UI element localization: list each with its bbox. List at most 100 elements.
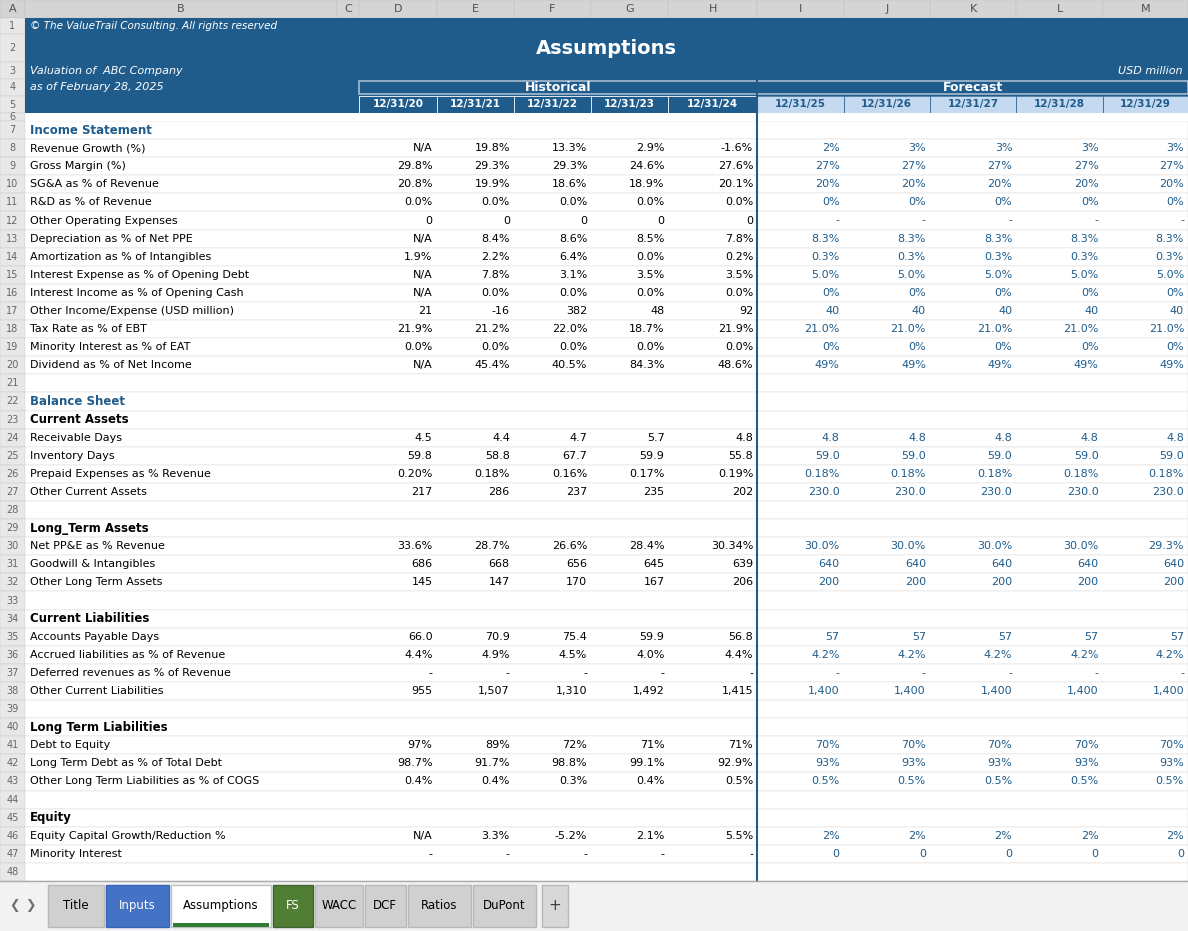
Text: 0.0%: 0.0% (404, 343, 432, 352)
Text: 24.6%: 24.6% (628, 161, 664, 171)
Text: ❯: ❯ (25, 899, 36, 912)
Text: 21.0%: 21.0% (804, 324, 840, 334)
Bar (0, 194, 25, 211)
Bar (25, 591, 1188, 610)
Text: 3.5%: 3.5% (637, 270, 664, 280)
Text: 30.34%: 30.34% (710, 541, 753, 551)
Bar (514, 0, 592, 18)
Text: 27%: 27% (1159, 161, 1184, 171)
Text: 0%: 0% (1081, 288, 1099, 298)
Text: 5.0%: 5.0% (984, 270, 1012, 280)
Text: 4.5: 4.5 (415, 433, 432, 442)
Text: Gross Margin (%): Gross Margin (%) (30, 161, 126, 171)
Text: 21.2%: 21.2% (474, 324, 510, 334)
Text: N/A: N/A (412, 288, 432, 298)
Bar (0, 302, 25, 320)
Text: 167: 167 (644, 577, 664, 587)
Text: 49%: 49% (987, 360, 1012, 371)
Text: as of February 28, 2025: as of February 28, 2025 (30, 83, 164, 92)
Text: 8.5%: 8.5% (636, 234, 664, 244)
Text: 0: 0 (833, 849, 840, 859)
Text: 98.8%: 98.8% (551, 759, 587, 768)
Text: -: - (429, 668, 432, 678)
Text: Prepaid Expenses as % Revenue: Prepaid Expenses as % Revenue (30, 469, 211, 479)
Text: Interest Expense as % of Opening Debt: Interest Expense as % of Opening Debt (30, 270, 249, 280)
Bar (0, 537, 25, 555)
Text: 200: 200 (991, 577, 1012, 587)
Text: 230.0: 230.0 (808, 487, 840, 497)
Bar (0, 627, 25, 646)
Text: 30.0%: 30.0% (804, 541, 840, 551)
Bar (172, 923, 268, 927)
Text: 200: 200 (905, 577, 925, 587)
Bar (0, 790, 25, 809)
Text: ❮: ❮ (8, 899, 19, 912)
Text: 93%: 93% (1074, 759, 1099, 768)
Text: G: G (626, 4, 634, 14)
Text: 93%: 93% (815, 759, 840, 768)
Text: 1,507: 1,507 (479, 686, 510, 696)
Text: -: - (1094, 668, 1099, 678)
Text: 28: 28 (6, 505, 19, 515)
Bar (365, 885, 405, 927)
Text: 0: 0 (746, 215, 753, 225)
Text: 0.4%: 0.4% (636, 776, 664, 787)
Text: H: H (708, 4, 718, 14)
Text: Other Current Liabilities: Other Current Liabilities (30, 686, 164, 696)
Bar (25, 357, 1188, 374)
Text: 0.3%: 0.3% (558, 776, 587, 787)
Text: 4.8: 4.8 (1167, 433, 1184, 442)
Text: 1,400: 1,400 (1067, 686, 1099, 696)
Text: 0.5%: 0.5% (725, 776, 753, 787)
Text: 3.1%: 3.1% (558, 270, 587, 280)
Text: 57: 57 (1085, 632, 1099, 641)
Text: 27%: 27% (987, 161, 1012, 171)
Text: Long Term Liabilities: Long Term Liabilities (30, 721, 168, 734)
Text: Accrued liabilities as % of Revenue: Accrued liabilities as % of Revenue (30, 650, 226, 660)
Text: 55.8: 55.8 (728, 451, 753, 461)
Text: 70%: 70% (815, 740, 840, 750)
Text: 12/31/24: 12/31/24 (687, 100, 739, 110)
Text: 5.5%: 5.5% (725, 830, 753, 841)
Bar (1017, 96, 1102, 113)
Text: 93%: 93% (902, 759, 925, 768)
Text: -1.6%: -1.6% (721, 143, 753, 153)
Bar (25, 681, 1188, 700)
Text: 0: 0 (1092, 849, 1099, 859)
Text: 668: 668 (488, 560, 510, 570)
Text: 3%: 3% (994, 143, 1012, 153)
Bar (436, 0, 514, 18)
Text: 0%: 0% (822, 343, 840, 352)
Text: 230.0: 230.0 (1152, 487, 1184, 497)
Text: 0: 0 (503, 215, 510, 225)
Text: 12/31/26: 12/31/26 (861, 100, 912, 110)
Text: 640: 640 (819, 560, 840, 570)
Text: USD million: USD million (1118, 65, 1183, 75)
Text: 26.6%: 26.6% (551, 541, 587, 551)
Text: 147: 147 (488, 577, 510, 587)
Text: 41: 41 (6, 740, 19, 750)
Text: 59.8: 59.8 (407, 451, 432, 461)
Text: M: M (1140, 4, 1150, 14)
Bar (25, 573, 1188, 591)
Bar (25, 113, 1188, 121)
Text: 0.18%: 0.18% (1149, 469, 1184, 479)
Bar (592, 96, 669, 113)
Text: 12/31/28: 12/31/28 (1034, 100, 1085, 110)
Bar (25, 700, 1188, 718)
Text: N/A: N/A (412, 234, 432, 244)
Text: 20%: 20% (987, 180, 1012, 189)
Bar (359, 81, 757, 94)
Text: 0.3%: 0.3% (898, 251, 925, 262)
Text: 4.4: 4.4 (492, 433, 510, 442)
Text: -: - (1180, 668, 1184, 678)
Text: Income Statement: Income Statement (30, 124, 152, 137)
Text: 0.18%: 0.18% (891, 469, 925, 479)
Bar (25, 863, 1188, 881)
Bar (25, 393, 1188, 411)
Text: 0.18%: 0.18% (804, 469, 840, 479)
Text: 5.7: 5.7 (646, 433, 664, 442)
Bar (592, 0, 669, 18)
Text: 93%: 93% (987, 759, 1012, 768)
Text: -: - (661, 849, 664, 859)
